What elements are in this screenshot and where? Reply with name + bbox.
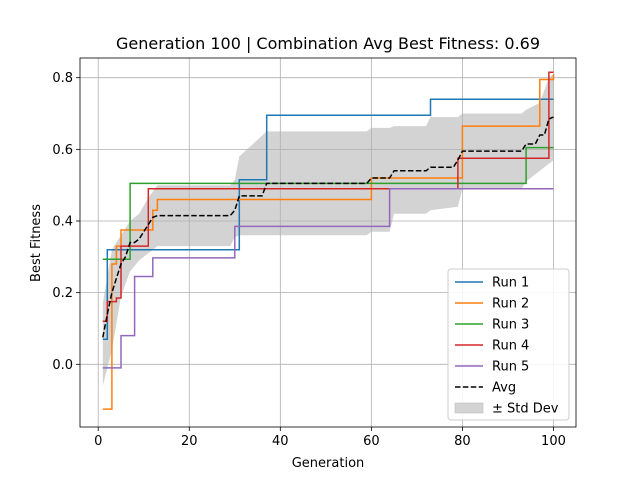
avg-line: [102, 116, 554, 338]
x-tick-label: 80: [454, 434, 471, 449]
legend: Run 1 Run 2 Run 3 Run 4 Run 5 Avg ± Std Dev: [447, 268, 570, 421]
series-line-run-2: [102, 74, 555, 410]
plot-area: 0 20 40 60 80 100 0.0 0.2 0.4 0.6 0.8: [52, 57, 577, 449]
legend-box: [447, 268, 570, 421]
legend-label-run-5: Run 5: [492, 360, 529, 375]
legend-swatch-std-dev: [454, 402, 484, 414]
y-tick-label: 0.8: [52, 71, 73, 86]
series-line-run-5: [102, 188, 554, 369]
x-tick-label: 60: [363, 434, 380, 449]
legend-label-run-2: Run 2: [492, 297, 529, 312]
x-tick-label: 100: [541, 434, 566, 449]
x-tick-label: 40: [272, 434, 289, 449]
y-tick-label: 0.4: [52, 215, 73, 230]
y-tick-label: 0.0: [52, 358, 73, 373]
series-line-run-4: [102, 71, 554, 323]
legend-label-run-4: Run 4: [492, 339, 529, 354]
legend-label-run-3: Run 3: [492, 318, 529, 333]
legend-label-std-dev: ± Std Dev: [492, 402, 559, 417]
y-axis-label: Best Fitness: [29, 204, 44, 282]
x-tick-label: 0: [94, 434, 102, 449]
y-tick-label: 0.2: [52, 286, 73, 301]
x-tick-label: 20: [181, 434, 198, 449]
legend-label-avg: Avg: [492, 381, 516, 396]
y-tick-label: 0.6: [52, 143, 73, 158]
chart-title: Generation 100 | Combination Avg Best Fi…: [116, 34, 540, 53]
axes-frame: [79, 57, 577, 428]
legend-label-run-1: Run 1: [492, 276, 529, 291]
series-line-run-1: [102, 98, 554, 340]
std-dev-band: [102, 74, 554, 386]
x-axis-label: Generation: [292, 456, 365, 471]
